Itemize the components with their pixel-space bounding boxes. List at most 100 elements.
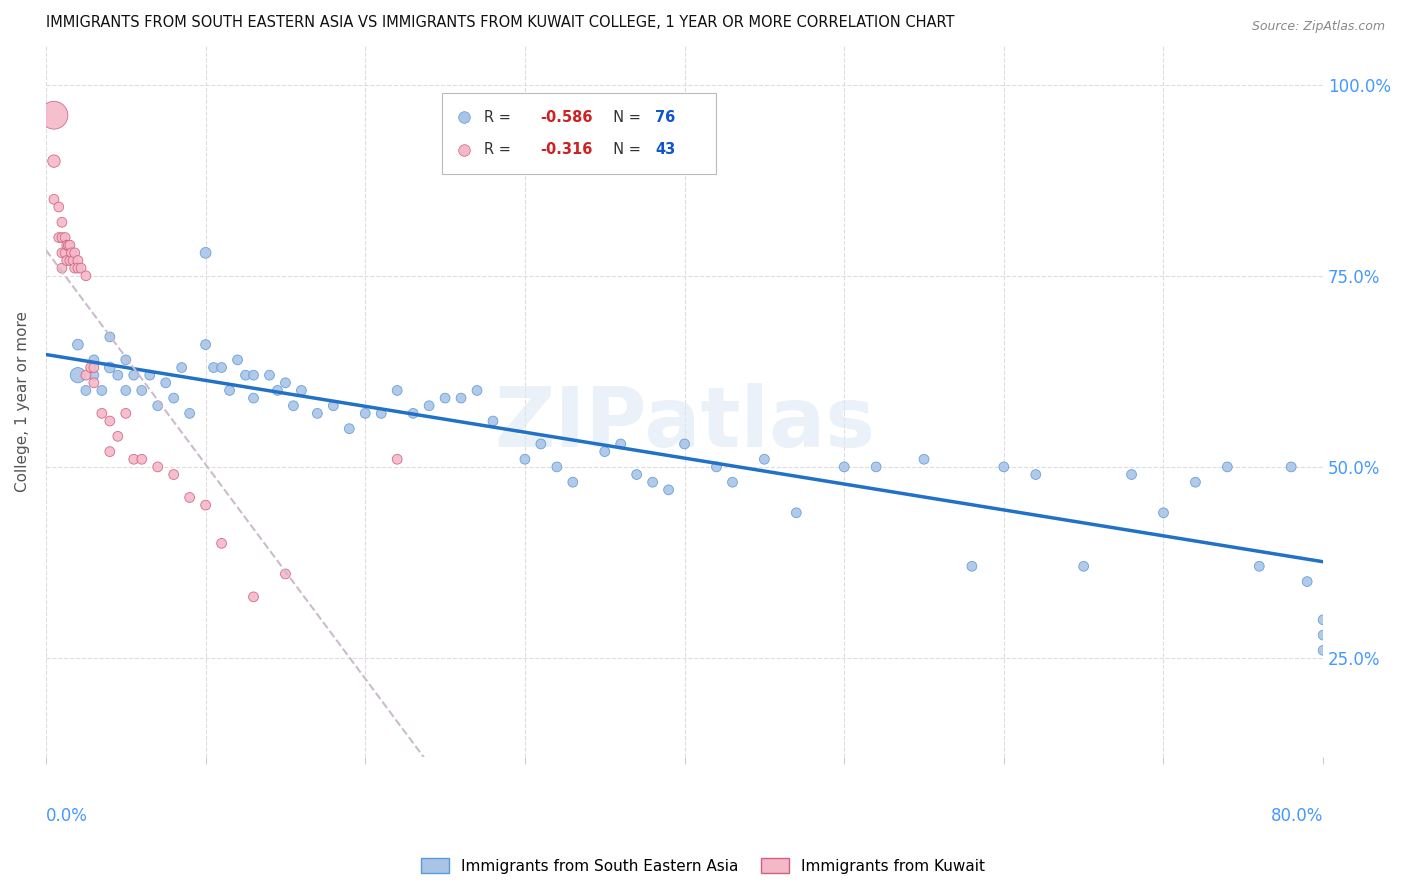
- Point: [194, 337, 217, 351]
- Point: [785, 506, 807, 520]
- Text: ZIPatlas: ZIPatlas: [494, 383, 875, 464]
- Point: [211, 360, 233, 375]
- Point: [98, 414, 121, 428]
- Point: [283, 399, 305, 413]
- Point: [83, 360, 105, 375]
- Point: [48, 200, 70, 214]
- Point: [1312, 628, 1334, 642]
- Text: R =: R =: [484, 143, 516, 158]
- Text: Source: ZipAtlas.com: Source: ZipAtlas.com: [1251, 20, 1385, 33]
- Point: [242, 391, 264, 405]
- Text: 80.0%: 80.0%: [1271, 807, 1323, 825]
- Point: [114, 352, 136, 367]
- Text: N =: N =: [605, 143, 645, 158]
- Point: [274, 566, 297, 581]
- Point: [706, 459, 728, 474]
- Point: [557, 153, 579, 168]
- Point: [66, 253, 89, 268]
- Point: [673, 437, 696, 451]
- Point: [307, 406, 329, 420]
- Point: [1279, 459, 1302, 474]
- Point: [63, 245, 86, 260]
- Point: [83, 368, 105, 383]
- Point: [482, 414, 505, 428]
- Point: [546, 459, 568, 474]
- Text: 0.0%: 0.0%: [46, 807, 87, 825]
- Point: [1296, 574, 1319, 589]
- Point: [1184, 475, 1206, 490]
- Point: [83, 376, 105, 390]
- Point: [122, 452, 145, 467]
- Point: [1025, 467, 1047, 482]
- Point: [98, 330, 121, 344]
- Point: [274, 376, 297, 390]
- Point: [53, 245, 76, 260]
- Point: [59, 238, 82, 252]
- Point: [530, 437, 553, 451]
- Text: -0.316: -0.316: [540, 143, 592, 158]
- Point: [66, 261, 89, 276]
- Point: [218, 384, 240, 398]
- Point: [98, 360, 121, 375]
- Point: [51, 230, 73, 244]
- Point: [122, 368, 145, 383]
- Point: [242, 368, 264, 383]
- Point: [155, 376, 177, 390]
- Point: [55, 253, 77, 268]
- Point: [75, 268, 97, 283]
- Point: [131, 452, 153, 467]
- Point: [1312, 643, 1334, 657]
- Point: [70, 261, 93, 276]
- Point: [259, 368, 281, 383]
- Point: [450, 391, 472, 405]
- Point: [513, 452, 536, 467]
- Point: [211, 536, 233, 550]
- Text: -0.586: -0.586: [540, 110, 593, 125]
- Text: 43: 43: [655, 143, 675, 158]
- Point: [51, 215, 73, 229]
- Point: [114, 406, 136, 420]
- Point: [90, 406, 112, 420]
- Point: [993, 459, 1015, 474]
- Point: [83, 352, 105, 367]
- FancyBboxPatch shape: [441, 93, 717, 175]
- Point: [42, 108, 65, 122]
- Point: [179, 491, 201, 505]
- Point: [658, 483, 681, 497]
- Point: [48, 230, 70, 244]
- Point: [139, 368, 162, 383]
- Point: [235, 368, 257, 383]
- Point: [960, 559, 983, 574]
- Point: [434, 391, 457, 405]
- Point: [641, 475, 664, 490]
- Point: [226, 352, 249, 367]
- Point: [865, 459, 887, 474]
- Point: [63, 261, 86, 276]
- Point: [59, 253, 82, 268]
- Point: [370, 406, 392, 420]
- Point: [1153, 506, 1175, 520]
- Point: [202, 360, 225, 375]
- Point: [58, 238, 80, 252]
- Point: [107, 368, 129, 383]
- Point: [51, 261, 73, 276]
- Point: [51, 245, 73, 260]
- Point: [79, 360, 101, 375]
- Point: [114, 384, 136, 398]
- Point: [1216, 459, 1239, 474]
- Point: [53, 230, 76, 244]
- Point: [626, 467, 648, 482]
- Point: [912, 452, 935, 467]
- Point: [290, 384, 312, 398]
- Point: [609, 437, 631, 451]
- Point: [1249, 559, 1271, 574]
- Point: [75, 384, 97, 398]
- Point: [179, 406, 201, 420]
- Point: [146, 459, 169, 474]
- Point: [42, 154, 65, 169]
- Point: [593, 444, 616, 458]
- Point: [754, 452, 776, 467]
- Text: 76: 76: [655, 110, 675, 125]
- Legend: Immigrants from South Eastern Asia, Immigrants from Kuwait: Immigrants from South Eastern Asia, Immi…: [415, 852, 991, 880]
- Point: [66, 337, 89, 351]
